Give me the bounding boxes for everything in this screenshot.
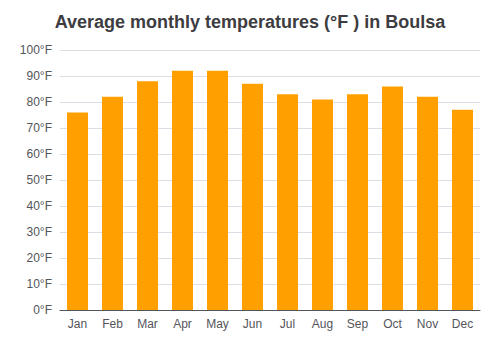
svg-text:30°F: 30°F	[27, 225, 52, 239]
svg-text:Jun: Jun	[243, 317, 262, 331]
svg-text:20°F: 20°F	[27, 251, 52, 265]
svg-text:0°F: 0°F	[33, 303, 52, 317]
svg-text:Nov: Nov	[417, 317, 438, 331]
svg-text:Aug: Aug	[312, 317, 333, 331]
svg-text:Feb: Feb	[102, 317, 123, 331]
svg-text:Average monthly temperatures (: Average monthly temperatures (°F ) in Bo…	[55, 12, 447, 32]
svg-text:90°F: 90°F	[27, 69, 52, 83]
svg-text:100°F: 100°F	[20, 43, 52, 57]
svg-text:60°F: 60°F	[27, 147, 52, 161]
svg-text:Mar: Mar	[137, 317, 158, 331]
svg-text:Jul: Jul	[280, 317, 295, 331]
svg-text:Dec: Dec	[452, 317, 473, 331]
svg-text:Sep: Sep	[347, 317, 369, 331]
svg-text:10°F: 10°F	[27, 277, 52, 291]
svg-text:Oct: Oct	[383, 317, 402, 331]
svg-text:70°F: 70°F	[27, 121, 52, 135]
svg-text:40°F: 40°F	[27, 199, 52, 213]
svg-text:80°F: 80°F	[27, 95, 52, 109]
svg-text:Jan: Jan	[68, 317, 87, 331]
svg-text:May: May	[206, 317, 229, 331]
svg-text:Apr: Apr	[173, 317, 192, 331]
svg-text:50°F: 50°F	[27, 173, 52, 187]
